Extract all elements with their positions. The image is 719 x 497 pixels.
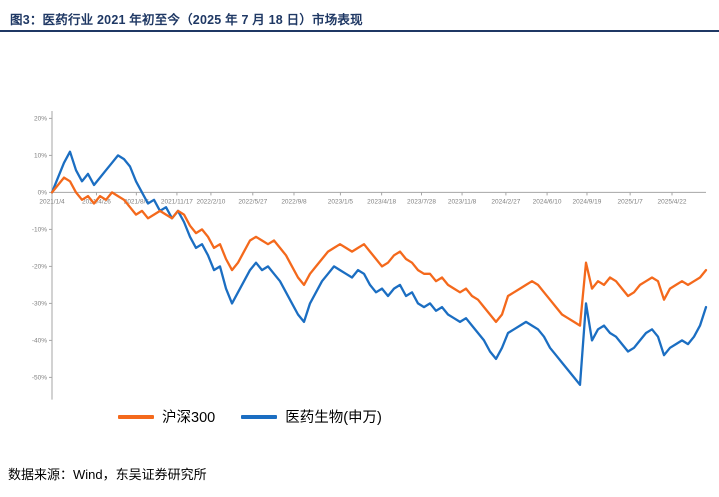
x-tick-label: 2022/9/8 (281, 198, 307, 205)
legend-item-hs300: 沪深300 (118, 406, 215, 427)
x-tick-label: 2024/9/19 (573, 198, 602, 205)
x-tick-label: 2021/8/6 (124, 198, 150, 205)
x-tick-label: 2025/1/7 (617, 198, 643, 205)
x-tick-label: 2024/6/10 (533, 198, 562, 205)
chart-legend: 沪深300 医药生物(申万) (118, 406, 382, 427)
x-tick-label: 2023/1/5 (328, 198, 354, 205)
y-tick-label: -30% (32, 300, 47, 307)
x-tick-label: 2025/4/22 (658, 198, 687, 205)
y-tick-label: 10% (34, 152, 47, 159)
legend-label-hs300: 沪深300 (162, 410, 216, 426)
legend-swatch-hs300 (118, 414, 154, 419)
x-tick-label: 2023/4/18 (367, 198, 396, 205)
series-line-沪深300 (50, 176, 708, 327)
y-tick-label: -20% (32, 263, 47, 270)
legend-label-pharma: 医药生物(申万) (285, 410, 382, 426)
series-line-医药生物(申万) (50, 150, 708, 386)
x-tick-label: 2022/2/10 (196, 198, 225, 205)
title-rule (0, 30, 719, 32)
x-tick-label: 2023/7/28 (407, 198, 436, 205)
chart-svg: 20% 10% 0% -10% -20% -30% -40% -50% 2021/1/4 2021… (32, 111, 708, 400)
x-tick-label: 2024/2/27 (491, 198, 520, 205)
figure-title: 图3：医药行业 2021 年初至今（2025 年 7 月 18 日）市场表现 (10, 13, 363, 27)
x-tick-label: 2021/1/4 (39, 198, 65, 205)
y-tick-label: -50% (32, 374, 47, 381)
x-tick-label: 2022/5/27 (238, 198, 267, 205)
y-tick-label: -10% (32, 226, 47, 233)
y-tick-label: 20% (34, 115, 47, 122)
x-tick-label: 2021/11/17 (161, 198, 193, 205)
line-chart: 20% 10% 0% -10% -20% -30% -40% -50% 2021/1/4 2021… (12, 105, 712, 405)
y-tick-label: -40% (32, 337, 47, 344)
x-tick-label: 2023/11/8 (448, 198, 477, 205)
y-tick-label: 0% (38, 189, 48, 196)
source-note: 数据来源：Wind，东吴证券研究所 (8, 467, 207, 482)
legend-swatch-pharma (241, 414, 278, 419)
legend-item-pharma: 医药生物(申万) (241, 406, 382, 427)
